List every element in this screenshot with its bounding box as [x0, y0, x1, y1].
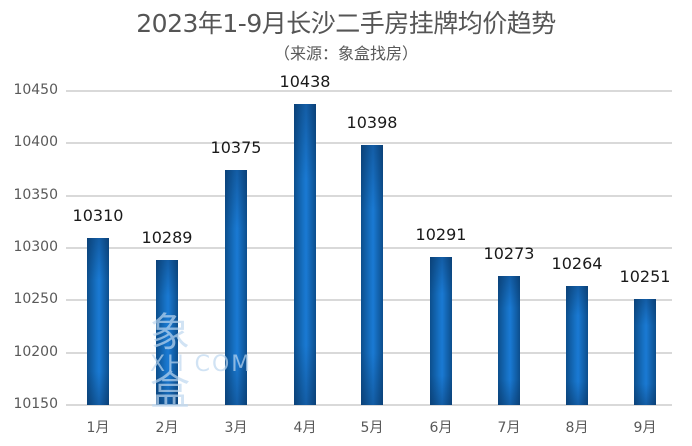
x-tick-label: 3月: [224, 420, 248, 436]
gridline: [66, 142, 672, 145]
x-tick-label: 9月: [633, 420, 657, 436]
bar: [634, 299, 656, 405]
x-tick-label: 1月: [86, 420, 110, 436]
x-tick-label: 2月: [155, 420, 179, 436]
y-tick-label: 10350: [13, 186, 58, 203]
data-label: 10264: [551, 253, 603, 273]
bar: [87, 237, 109, 406]
bar: [225, 169, 247, 405]
bar: [566, 285, 588, 406]
data-label: 10289: [141, 227, 193, 247]
y-tick-label: 10400: [13, 134, 58, 151]
chart-subtitle: （来源：象盒找房）: [273, 44, 418, 63]
chart-title: 2023年1-9月长沙二手房挂牌均价趋势: [136, 9, 556, 38]
data-label: 10398: [346, 113, 398, 133]
y-tick-label: 10250: [13, 291, 58, 308]
x-tick-label: 8月: [565, 420, 589, 436]
data-label: 10438: [279, 71, 331, 91]
y-tick-label: 10150: [13, 396, 58, 412]
data-label: 10251: [619, 267, 671, 287]
bar: [156, 259, 178, 406]
gridline: [66, 404, 672, 406]
y-tick-label: 10300: [13, 239, 58, 255]
data-label: 10273: [483, 244, 535, 264]
x-tick-label: 6月: [429, 420, 453, 436]
bar: [361, 145, 383, 405]
x-tick-label: 5月: [360, 420, 384, 436]
y-tick-label: 10450: [13, 82, 58, 98]
bar: [294, 103, 316, 406]
x-tick-label: 7月: [497, 420, 521, 436]
data-label: 10291: [415, 225, 467, 245]
bar: [430, 257, 452, 405]
y-tick-label: 10200: [13, 343, 58, 360]
x-tick-label: 4月: [293, 420, 317, 436]
data-label: 10310: [72, 205, 124, 225]
bar: [498, 276, 520, 405]
gridline: [66, 90, 672, 92]
data-label: 10375: [210, 137, 262, 157]
